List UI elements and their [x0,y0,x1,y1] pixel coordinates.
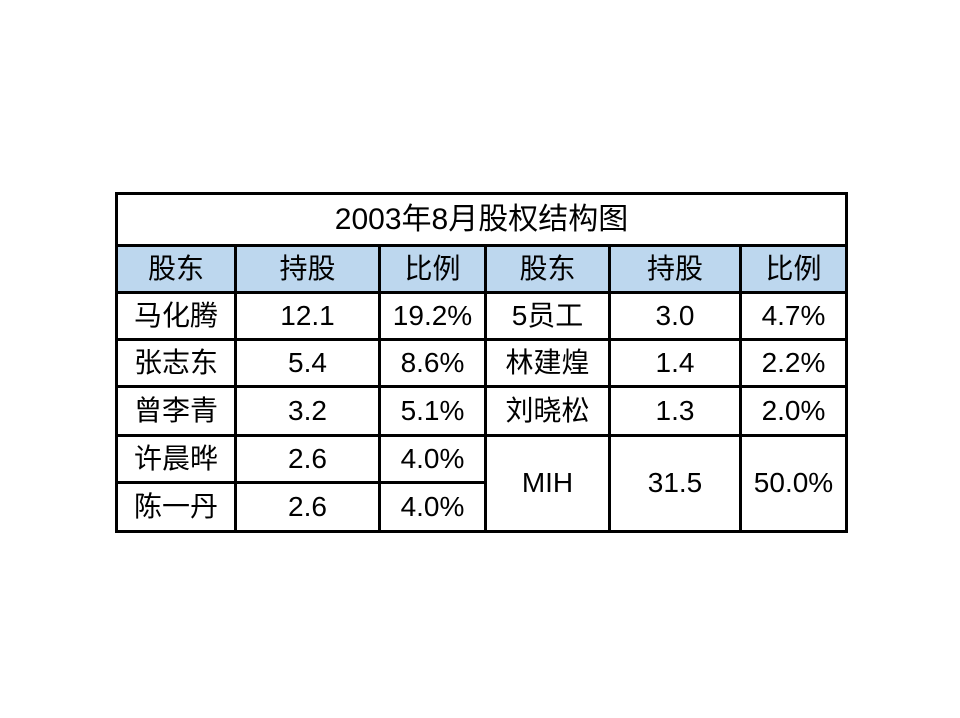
cell-shares-mih: 31.5 [608,434,742,533]
cell-shareholder: 5员工 [484,291,611,341]
header-ratio-right: 比例 [739,244,848,294]
table-row: 曾李青 3.2 5.1% 刘晓松 1.3 2.0% [115,385,848,437]
cell-ratio-mih: 50.0% [739,434,848,533]
table-row: 马化腾 12.1 19.2% 5员工 3.0 4.7% [115,291,848,341]
cell-ratio: 2.0% [739,385,848,437]
cell-shares: 2.6 [234,481,381,533]
table-row: 许晨晔 2.6 4.0% MIH 31.5 50.0% [115,434,848,533]
cell-shares: 1.3 [608,385,742,437]
header-shareholder-right: 股东 [484,244,611,294]
slide-canvas: 2003年8月股权结构图 股东 持股 比例 股东 持股 比例 马化腾 12.1 … [115,192,848,533]
table-header-row: 股东 持股 比例 股东 持股 比例 [115,244,848,294]
header-ratio-left: 比例 [378,244,487,294]
cell-shareholder: 马化腾 [115,291,237,341]
cell-ratio: 2.2% [739,338,848,388]
table-row: 陈一丹 2.6 4.0% [115,481,847,533]
cell-shares: 2.6 [234,434,381,484]
table-title: 2003年8月股权结构图 [115,192,848,247]
table-row: 张志东 5.4 8.6% 林建煌 1.4 2.2% [115,338,848,388]
cell-shares: 3.2 [234,385,381,437]
shareholding-table: 2003年8月股权结构图 股东 持股 比例 股东 持股 比例 马化腾 12.1 … [115,192,848,533]
cell-shareholder: 曾李青 [115,385,237,437]
cell-ratio: 4.0% [378,434,487,484]
cell-ratio: 5.1% [378,385,487,437]
cell-shareholder: 林建煌 [484,338,611,388]
cell-shares: 3.0 [608,291,742,341]
cell-shares: 5.4 [234,338,381,388]
cell-shareholder-mih: MIH [484,434,611,533]
header-shares-left: 持股 [234,244,381,294]
header-shareholder-left: 股东 [115,244,237,294]
cell-ratio: 19.2% [378,291,487,341]
cell-shareholder: 陈一丹 [115,481,237,533]
cell-shares: 1.4 [608,338,742,388]
cell-shares: 12.1 [234,291,381,341]
header-shares-right: 持股 [608,244,742,294]
cell-shareholder: 许晨晔 [115,434,237,484]
cell-shareholder: 刘晓松 [484,385,611,437]
cell-shareholder: 张志东 [115,338,237,388]
cell-ratio: 4.7% [739,291,848,341]
table-title-row: 2003年8月股权结构图 [115,192,848,247]
cell-ratio: 4.0% [378,481,487,533]
cell-ratio: 8.6% [378,338,487,388]
